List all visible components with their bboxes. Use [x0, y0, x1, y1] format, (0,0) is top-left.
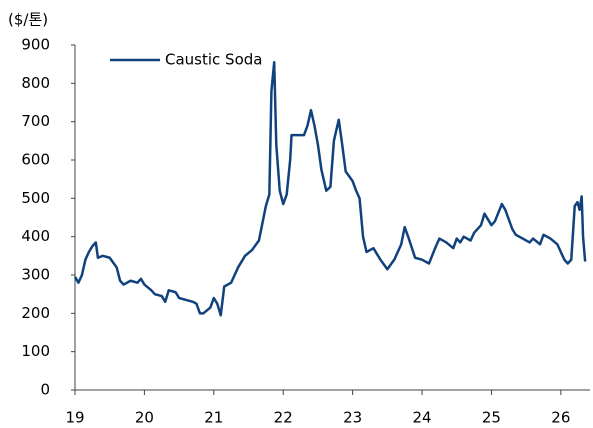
- y-tick-label: 0: [40, 381, 50, 399]
- y-tick-label: 300: [21, 266, 50, 284]
- x-tick-label: 21: [204, 409, 223, 427]
- y-tick-label: 700: [21, 112, 50, 130]
- y-tick-label: 500: [21, 189, 50, 207]
- x-tick-label: 26: [551, 409, 570, 427]
- y-tick-label: 800: [21, 74, 50, 92]
- x-tick-label: 19: [65, 409, 84, 427]
- x-tick-label: 25: [482, 409, 501, 427]
- y-axis-label: ($/톤): [8, 11, 48, 29]
- x-tick-label: 20: [135, 409, 154, 427]
- y-tick-label: 400: [21, 227, 50, 245]
- legend-label: Caustic Soda: [165, 51, 262, 69]
- x-tick-label: 23: [343, 409, 362, 427]
- y-tick-label: 200: [21, 304, 50, 322]
- x-tick-label: 22: [274, 409, 293, 427]
- y-tick-label: 900: [21, 36, 50, 54]
- y-tick-label: 600: [21, 151, 50, 169]
- y-tick-label: 100: [21, 342, 50, 360]
- series-line: [73, 61, 587, 317]
- x-tick-label: 24: [412, 409, 431, 427]
